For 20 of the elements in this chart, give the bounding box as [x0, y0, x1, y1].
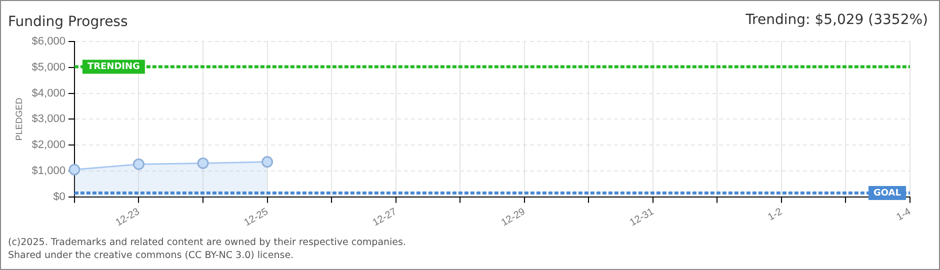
text: Shared under the creative commons (CC BY-NC 3.0) license.	[8, 249, 295, 262]
ref-line-label: GOAL	[874, 188, 902, 198]
text: (c)2025. Trademarks and related content are owned by their respective companies.	[8, 236, 406, 249]
x-tick-label: 1-4	[894, 206, 914, 224]
y-tick-label: $2,000	[32, 139, 66, 152]
y-tick-label: $3,000	[32, 113, 66, 126]
y-axis-title: PLEDGED	[14, 97, 24, 141]
y-tick-label: $5,000	[32, 62, 66, 74]
y-tick-label: $0	[53, 190, 66, 203]
y-tick-label: $4,000	[32, 87, 66, 100]
point	[197, 157, 209, 169]
point	[262, 156, 274, 168]
point	[132, 158, 144, 170]
chart-title: Funding Progress	[8, 14, 128, 30]
point	[68, 164, 80, 176]
ref-line-label: TRENDING	[87, 62, 140, 72]
y-tick-label: $6,000	[32, 36, 66, 48]
chart-subtitle: Trending: $5,029 (3352%)	[746, 12, 928, 28]
y-tick-label: $1,000	[32, 164, 66, 177]
x-tick-label: 1-2	[766, 206, 785, 224]
